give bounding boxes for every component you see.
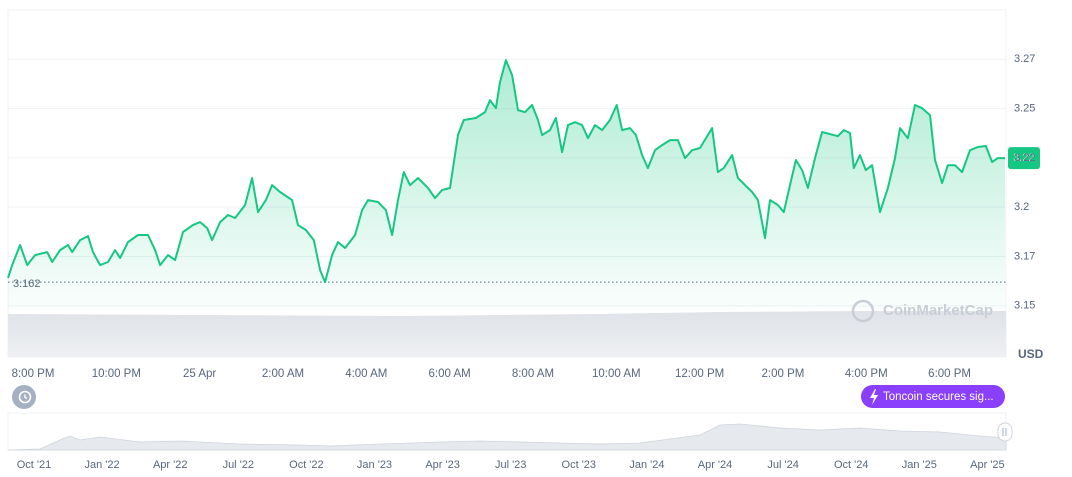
open-price-label: 3.162 xyxy=(13,278,41,290)
history-button[interactable] xyxy=(12,385,36,409)
navigator-label: Jan '22 xyxy=(85,459,120,471)
x-tick-label: 10:00 PM xyxy=(92,368,141,380)
x-tick-label: 8:00 PM xyxy=(12,368,55,380)
navigator-label: Jul '24 xyxy=(767,459,798,471)
navigator-label: Jul '23 xyxy=(495,459,526,471)
news-pill[interactable]: Toncoin secures sig... xyxy=(861,385,1005,408)
x-tick-label: 8:00 AM xyxy=(512,368,554,380)
x-tick-label: 6:00 AM xyxy=(429,368,471,380)
x-tick-label: 6:00 PM xyxy=(928,368,971,380)
y-tick-label: 3.17 xyxy=(1014,250,1035,262)
navigator-label: Apr '22 xyxy=(153,459,188,471)
price-badge-label: 3.22 xyxy=(1013,152,1034,164)
navigator-label: Apr '23 xyxy=(425,459,460,471)
price-badge xyxy=(1008,147,1040,170)
navigator-label: Apr '25 xyxy=(970,459,1005,471)
navigator-label: Apr '24 xyxy=(698,459,733,471)
x-tick-label: 4:00 PM xyxy=(845,368,888,380)
x-tick-label: 25 Apr xyxy=(183,368,216,380)
price-area xyxy=(8,60,1005,310)
navigator-label: Oct '23 xyxy=(562,459,597,471)
navigator-labels: Oct '21 Jan '22 Apr '22 Jul '22 Oct '22 Jan '… xyxy=(17,459,1005,471)
y-tick-label: 3.15 xyxy=(1014,300,1035,312)
plot: 3.162 3.22 xyxy=(7,59,1040,310)
y-tick-label: 3.25 xyxy=(1014,102,1035,114)
y-tick-label: 3.27 xyxy=(1014,53,1035,65)
x-tick-label: 10:00 AM xyxy=(592,368,641,380)
price-line xyxy=(7,59,1005,284)
x-tick-label: 2:00 PM xyxy=(762,368,805,380)
x-tick-label: 4:00 AM xyxy=(345,368,387,380)
navigator-label: Jan '23 xyxy=(357,459,392,471)
navigator-label: Jan '24 xyxy=(629,459,664,471)
navigator-label: Oct '21 xyxy=(17,459,52,471)
navigator xyxy=(7,412,1013,451)
currency-label: USD xyxy=(1018,347,1044,361)
volume-band xyxy=(8,311,1006,357)
navigator-label: Jul '22 xyxy=(223,459,254,471)
navigator-label: Oct '22 xyxy=(289,459,324,471)
y-tick-label: 3.22 xyxy=(1014,152,1035,164)
y-tick-label: 3.2 xyxy=(1014,201,1029,213)
news-text[interactable]: Toncoin secures sig... xyxy=(883,391,994,403)
x-tick-label: 2:00 AM xyxy=(262,368,304,380)
watermark: CoinMarketCap xyxy=(851,299,993,323)
watermark-text: CoinMarketCap xyxy=(883,302,993,319)
x-tick-label: 12:00 PM xyxy=(675,368,724,380)
navigator-label: Oct '24 xyxy=(834,459,869,471)
navigator-label: Jan '25 xyxy=(902,459,937,471)
